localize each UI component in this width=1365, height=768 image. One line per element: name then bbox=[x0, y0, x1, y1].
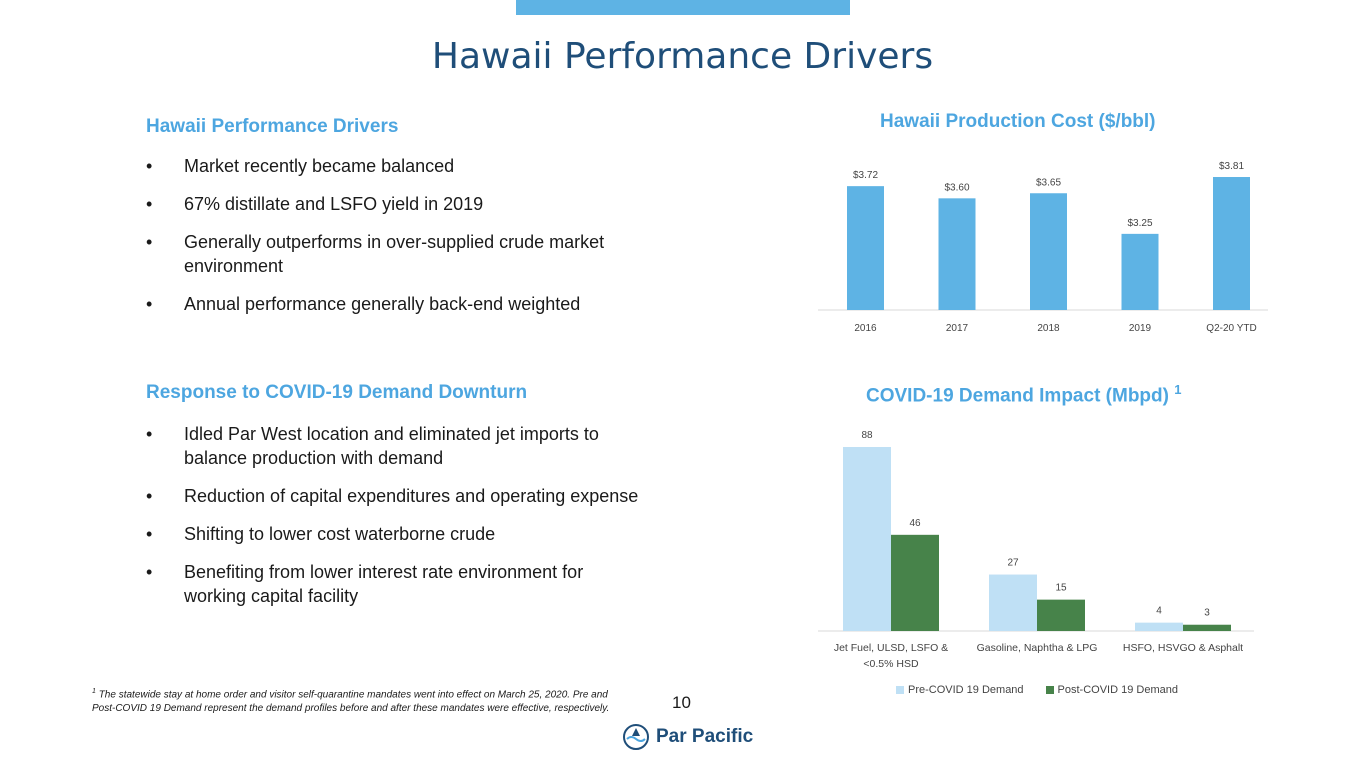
bar bbox=[1037, 599, 1085, 631]
legend-swatch bbox=[1045, 686, 1054, 694]
performance-bullets: Market recently became balanced 67% disti… bbox=[146, 154, 646, 330]
data-label: $3.60 bbox=[944, 182, 969, 193]
bullet-item: Market recently became balanced bbox=[146, 154, 646, 178]
data-label: 15 bbox=[1055, 583, 1067, 594]
bar bbox=[1213, 177, 1250, 310]
legend-label: Pre-COVID 19 Demand bbox=[908, 684, 1024, 696]
data-label: $3.65 bbox=[1036, 177, 1061, 188]
bar bbox=[1121, 233, 1159, 310]
bar bbox=[1135, 622, 1183, 631]
par-pacific-logo-icon bbox=[623, 724, 649, 750]
section-heading-covid-response: Response to COVID-19 Demand Downturn bbox=[146, 382, 528, 403]
section-heading-performance: Hawaii Performance Drivers bbox=[146, 116, 399, 137]
x-tick-label: Jet Fuel, ULSD, LSFO & bbox=[834, 642, 948, 654]
covid-response-bullets: Idled Par West location and eliminated j… bbox=[146, 422, 646, 622]
legend-swatch bbox=[896, 686, 904, 694]
data-label: 3 bbox=[1204, 608, 1210, 619]
data-label: $3.25 bbox=[1127, 218, 1152, 229]
top-accent-bar bbox=[516, 0, 850, 15]
bullet-item: 67% distillate and LSFO yield in 2019 bbox=[146, 192, 646, 216]
data-label: 46 bbox=[909, 518, 921, 529]
logo-text: Par Pacific bbox=[656, 726, 754, 747]
chart-title-text: COVID-19 Demand Impact (Mbpd) bbox=[866, 385, 1169, 407]
bar bbox=[1183, 624, 1231, 631]
footnote: 1 The statewide stay at home order and v… bbox=[92, 685, 622, 716]
bar bbox=[843, 447, 891, 631]
chart-title-superscript: 1 bbox=[1174, 382, 1182, 397]
chart-title-production-cost: Hawaii Production Cost ($/bbl) bbox=[880, 111, 1156, 132]
data-label: $3.72 bbox=[853, 170, 878, 181]
data-label: 27 bbox=[1007, 558, 1019, 569]
chart-legend: Pre-COVID 19 Demand Post-COVID 19 Demand bbox=[896, 684, 1178, 696]
x-tick-label: Gasoline, Naphtha & LPG bbox=[977, 642, 1098, 654]
demand-impact-chart: 88 27 4 46 15 3 Jet Fuel, ULSD, LSFO & <0.5% HS… bbox=[818, 430, 1254, 670]
bar bbox=[938, 198, 976, 310]
bullet-item: Idled Par West location and eliminated j… bbox=[146, 422, 646, 470]
legend-item: Post-COVID 19 Demand bbox=[1045, 684, 1178, 696]
page-number: 10 bbox=[672, 693, 691, 712]
data-label: $3.81 bbox=[1219, 161, 1244, 172]
x-tick-label: 2016 bbox=[854, 323, 877, 334]
bullet-item: Generally outperforms in over-supplied c… bbox=[146, 230, 646, 278]
logo: Par Pacific bbox=[622, 723, 753, 751]
x-tick-label: 2018 bbox=[1037, 323, 1060, 334]
production-cost-chart: $3.72 2016 $3.60 2017 $3.65 2018 $3.25 2019 $3.8… bbox=[818, 161, 1268, 334]
bar bbox=[847, 186, 884, 310]
bar bbox=[989, 574, 1037, 631]
data-label: 88 bbox=[861, 430, 873, 441]
footnote-text: The statewide stay at home order and vis… bbox=[92, 689, 610, 715]
x-tick-label: Q2-20 YTD bbox=[1206, 323, 1256, 334]
bullet-item: Reduction of capital expenditures and op… bbox=[146, 484, 646, 508]
chart-title-demand-impact: COVID-19 Demand Impact (Mbpd) 1 bbox=[866, 382, 1182, 407]
x-tick-label: 2017 bbox=[946, 323, 969, 334]
x-tick-label: HSFO, HSVGO & Asphalt bbox=[1123, 642, 1243, 654]
x-tick-label: 2019 bbox=[1129, 323, 1152, 334]
footnote-marker: 1 bbox=[92, 688, 96, 695]
data-label: 4 bbox=[1156, 606, 1162, 617]
slide-title: Hawaii Performance Drivers bbox=[431, 36, 934, 77]
bullet-item: Benefiting from lower interest rate envi… bbox=[146, 560, 646, 608]
bar bbox=[1030, 193, 1067, 310]
legend-item: Pre-COVID 19 Demand bbox=[896, 684, 1024, 696]
legend-label: Post-COVID 19 Demand bbox=[1057, 684, 1178, 696]
bullet-item: Shifting to lower cost waterborne crude bbox=[146, 522, 646, 546]
bullet-item: Annual performance generally back-end we… bbox=[146, 292, 646, 316]
bar bbox=[891, 534, 939, 631]
x-tick-label: <0.5% HSD bbox=[863, 658, 919, 670]
